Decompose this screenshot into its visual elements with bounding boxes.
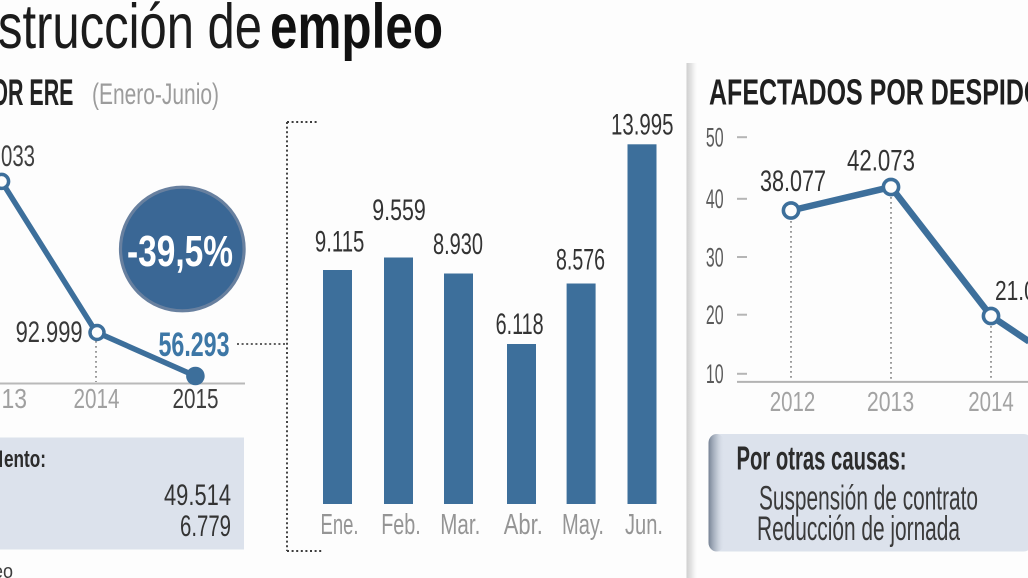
- svg-text:Mar.: Mar.: [440, 509, 480, 541]
- svg-text:40: 40: [706, 184, 724, 214]
- svg-text:May.: May.: [562, 509, 604, 541]
- svg-text:9.115: 9.115: [315, 226, 365, 259]
- svg-text:strucción de: strucción de: [0, 0, 262, 62]
- svg-text:2015: 2015: [173, 383, 219, 414]
- svg-text:13: 13: [2, 383, 28, 414]
- svg-text:Jun.: Jun.: [625, 509, 663, 541]
- svg-text:2014: 2014: [74, 383, 120, 414]
- svg-text:2013: 2013: [867, 386, 914, 417]
- svg-text:9.559: 9.559: [372, 194, 426, 227]
- svg-text:empleo: empleo: [270, 0, 443, 62]
- svg-text:OR ERE: OR ERE: [0, 72, 73, 113]
- svg-text:Por otras causas:: Por otras causas:: [737, 440, 907, 477]
- svg-text:8.930: 8.930: [433, 228, 483, 261]
- svg-text:6.779: 6.779: [180, 510, 231, 543]
- svg-text:20: 20: [706, 300, 724, 330]
- svg-text:8.576: 8.576: [556, 244, 605, 277]
- svg-text:38.077: 38.077: [760, 165, 826, 198]
- svg-text:10: 10: [706, 359, 724, 389]
- svg-text:Suspensión de contrato: Suspensión de contrato: [759, 480, 978, 518]
- svg-text:Feb.: Feb.: [381, 509, 421, 541]
- svg-text:AFECTADOS POR DESPIDOS: AFECTADOS POR DESPIDOS: [709, 72, 1028, 113]
- svg-text:30: 30: [706, 243, 724, 273]
- svg-text:-39,5%: -39,5%: [127, 227, 233, 276]
- svg-text:42.073: 42.073: [847, 145, 915, 178]
- svg-text:2014: 2014: [968, 386, 1014, 417]
- svg-text:6.118: 6.118: [496, 308, 544, 341]
- svg-text:Reducción de jornada: Reducción de jornada: [757, 510, 960, 548]
- svg-text:21.060: 21.060: [995, 275, 1028, 306]
- svg-text:92.999: 92.999: [16, 316, 83, 349]
- svg-text:13.995: 13.995: [611, 109, 674, 142]
- svg-text:Ene.: Ene.: [321, 509, 359, 541]
- svg-text:033: 033: [1, 140, 35, 173]
- svg-text:56.293: 56.293: [159, 326, 230, 364]
- svg-text:eo: eo: [0, 561, 13, 578]
- svg-text:Abr.: Abr.: [504, 509, 543, 541]
- svg-text:(Enero-Junio): (Enero-Junio): [92, 78, 219, 111]
- svg-text:2012: 2012: [770, 386, 816, 417]
- svg-text:49.514: 49.514: [164, 479, 231, 512]
- svg-text:ento:: ento:: [4, 446, 46, 473]
- svg-text:50: 50: [706, 123, 724, 153]
